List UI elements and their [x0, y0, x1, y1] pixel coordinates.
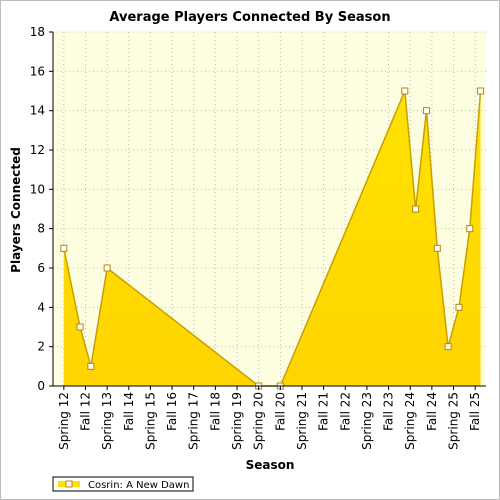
y-axis-title: Players Connected [9, 147, 23, 273]
x-tick-label: Spring 19 [230, 392, 244, 450]
y-tick-label: 8 [37, 222, 45, 236]
data-point-marker [103, 264, 111, 272]
y-tick-label: 10 [30, 182, 45, 196]
y-tick-label: 12 [30, 143, 45, 157]
y-tick-label: 18 [30, 25, 45, 39]
legend: Cosrin: A New Dawn [52, 476, 194, 492]
x-tick-label: Fall 16 [165, 392, 179, 431]
x-tick-label: Fall 18 [208, 392, 222, 431]
x-tick-label: Fall 21 [317, 392, 331, 431]
x-tick-label: Spring 17 [187, 392, 201, 450]
x-tick-label: Fall 23 [382, 392, 396, 431]
series-area [63, 91, 481, 386]
x-tick-label: Fall 25 [468, 392, 482, 431]
data-point-marker [60, 244, 68, 252]
legend-marker-icon [65, 480, 73, 488]
chart-title: Average Players Connected By Season [109, 10, 390, 25]
x-axis-title: Season [246, 458, 295, 472]
x-tick-label: Fall 24 [425, 392, 439, 431]
x-tick-label: Spring 24 [403, 392, 417, 450]
x-tick-label: Fall 20 [273, 392, 287, 431]
data-point-marker [401, 87, 409, 95]
data-point-marker [433, 244, 441, 252]
legend-label: Cosrin: A New Dawn [88, 480, 189, 491]
data-point-marker [412, 205, 420, 213]
y-tick-label: 6 [37, 261, 45, 275]
x-tick-label: Fall 12 [78, 392, 92, 431]
legend-box [52, 476, 194, 492]
x-tick-label: Fall 22 [338, 392, 352, 431]
x-tick-label: Fall 14 [122, 392, 136, 431]
x-tick-label: Spring 21 [295, 392, 309, 450]
data-point-marker [422, 107, 430, 115]
y-tick-label: 4 [37, 300, 45, 314]
x-tick-label: Spring 20 [252, 392, 266, 450]
y-axis-ticks: 0 2 4 6 8 10 12 14 16 18 [30, 25, 53, 393]
y-tick-label: 14 [30, 104, 45, 118]
x-axis-ticks: Spring 12 Fall 12 Spring 13 Fall 14 Spring 1… [57, 386, 482, 450]
x-tick-label: Spring 13 [100, 392, 114, 450]
x-tick-label: Spring 12 [57, 392, 71, 450]
y-tick-label: 16 [30, 64, 45, 78]
data-point-marker [87, 362, 95, 370]
y-tick-label: 2 [37, 340, 45, 354]
x-tick-label: Spring 25 [447, 392, 461, 450]
data-point-marker [455, 303, 463, 311]
x-tick-label: Spring 15 [143, 392, 157, 450]
x-tick-label: Spring 23 [360, 392, 374, 450]
data-point-marker [444, 343, 452, 351]
series-line [63, 90, 482, 387]
data-point-marker [466, 225, 474, 233]
y-tick-label: 0 [37, 379, 45, 393]
data-point-marker [477, 87, 485, 95]
data-point-marker [76, 323, 84, 331]
